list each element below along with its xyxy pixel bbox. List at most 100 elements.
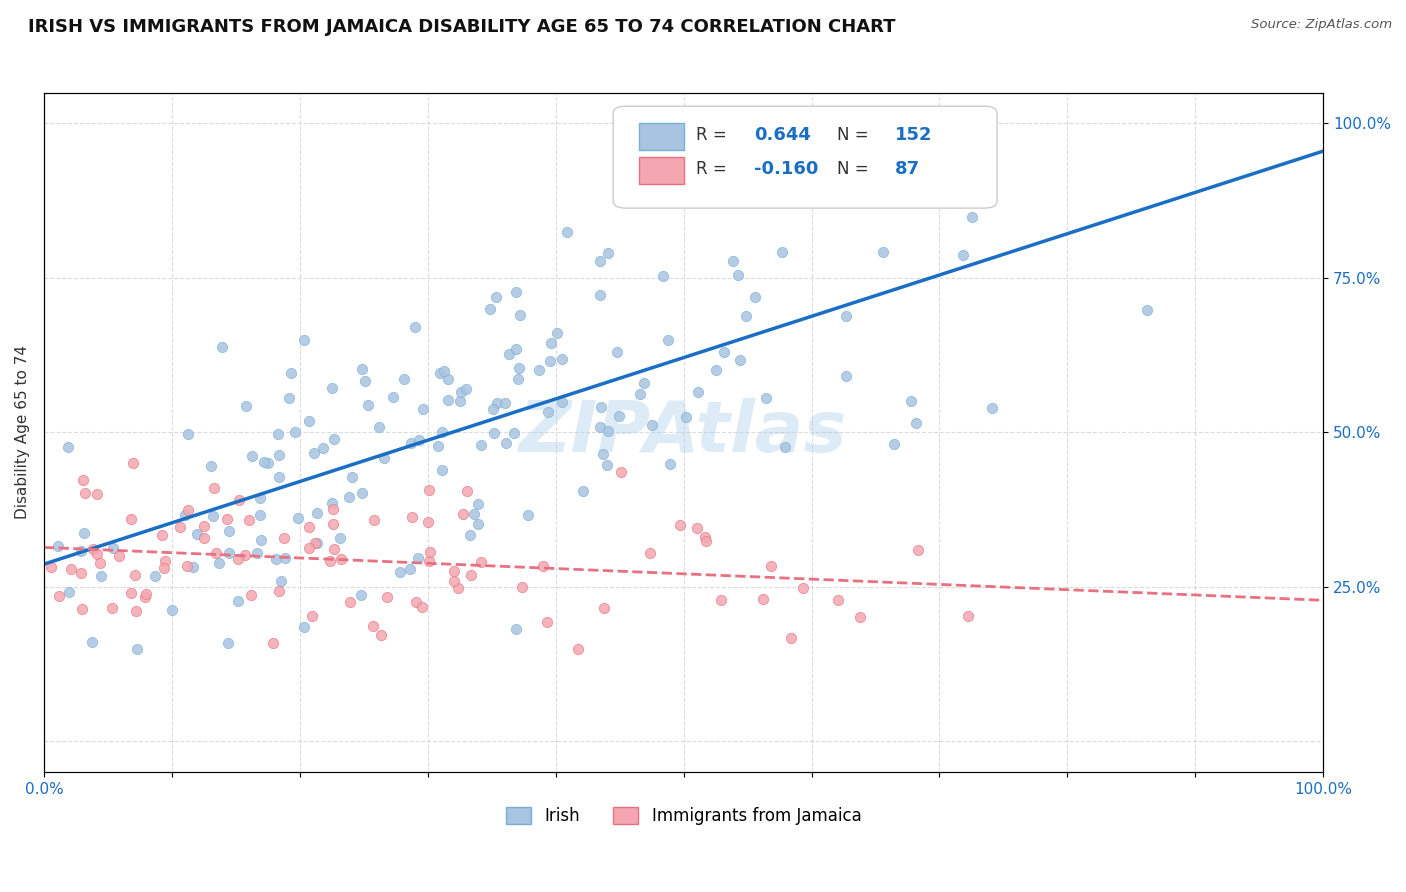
Irish [323,432,346,446]
Immigrants from Jamaica [453,507,475,521]
Immigrants from Jamaica [792,581,814,595]
Immigrants from Jamaica [443,564,465,578]
Irish [352,486,374,500]
Irish [900,394,922,409]
Irish [307,506,329,520]
Immigrants from Jamaica [235,549,257,563]
Immigrants from Jamaica [361,619,384,633]
Irish [226,593,249,607]
Text: Source: ZipAtlas.com: Source: ZipAtlas.com [1251,18,1392,31]
Immigrants from Jamaica [108,549,131,564]
Immigrants from Jamaica [202,481,225,495]
Irish [728,352,751,367]
Immigrants from Jamaica [375,590,398,604]
Irish [773,440,796,454]
Immigrants from Jamaica [301,609,323,624]
Irish [200,458,222,473]
Irish [321,382,343,396]
Irish [508,361,530,376]
Immigrants from Jamaica [70,566,93,580]
Irish [437,371,460,385]
Immigrants from Jamaica [319,554,342,568]
Immigrants from Jamaica [322,541,344,556]
Irish [337,490,360,504]
Irish [727,268,749,283]
Irish [432,425,454,440]
Irish [70,543,93,558]
Irish [264,552,287,566]
Irish [82,635,104,649]
Irish [399,436,422,450]
Immigrants from Jamaica [322,516,344,531]
Irish [904,416,927,430]
Irish [302,446,325,460]
Immigrants from Jamaica [169,520,191,534]
Irish [505,342,527,356]
Immigrants from Jamaica [567,641,589,656]
Irish [721,253,744,268]
Irish [546,326,568,340]
Irish [269,470,291,484]
Immigrants from Jamaica [86,548,108,562]
Irish [485,290,508,304]
Irish [922,185,945,199]
Immigrants from Jamaica [329,551,352,566]
Immigrants from Jamaica [72,473,94,487]
Immigrants from Jamaica [124,567,146,582]
Irish [482,426,505,441]
Immigrants from Jamaica [693,530,716,544]
Irish [482,401,505,416]
Irish [298,414,321,428]
Irish [713,344,735,359]
FancyBboxPatch shape [638,123,683,151]
Irish [505,622,527,636]
Irish [58,440,80,454]
Irish [174,508,197,522]
Immigrants from Jamaica [193,531,215,545]
Irish [596,458,619,472]
Irish [589,288,612,302]
Irish [498,347,520,361]
Immigrants from Jamaica [443,574,465,588]
Irish [589,420,612,434]
Irish [744,290,766,304]
Immigrants from Jamaica [152,528,174,542]
Text: 87: 87 [894,161,920,178]
Immigrants from Jamaica [89,556,111,570]
Immigrants from Jamaica [460,568,482,582]
Irish [835,368,858,383]
Irish [509,308,531,322]
Irish [381,390,404,404]
Immigrants from Jamaica [39,560,62,574]
Irish [350,588,373,602]
Irish [246,546,269,560]
Immigrants from Jamaica [267,583,290,598]
Irish [388,565,411,579]
Irish [208,556,231,570]
Immigrants from Jamaica [100,601,122,615]
Irish [242,449,264,463]
Irish [551,395,574,409]
Irish [287,510,309,524]
Irish [143,569,166,583]
Irish [981,401,1004,415]
Irish [494,396,516,410]
Immigrants from Jamaica [82,542,104,557]
Irish [201,508,224,523]
Irish [211,340,233,354]
Irish [253,455,276,469]
Irish [218,524,240,539]
Irish [588,254,610,268]
Irish [470,438,492,452]
Immigrants from Jamaica [204,546,226,560]
Irish [284,425,307,439]
Immigrants from Jamaica [418,515,440,529]
Irish [458,527,481,541]
Irish [292,620,315,634]
Irish [572,484,595,499]
Irish [630,386,652,401]
Immigrants from Jamaica [401,510,423,524]
Immigrants from Jamaica [304,536,326,550]
Irish [249,491,271,505]
Irish [427,439,450,453]
